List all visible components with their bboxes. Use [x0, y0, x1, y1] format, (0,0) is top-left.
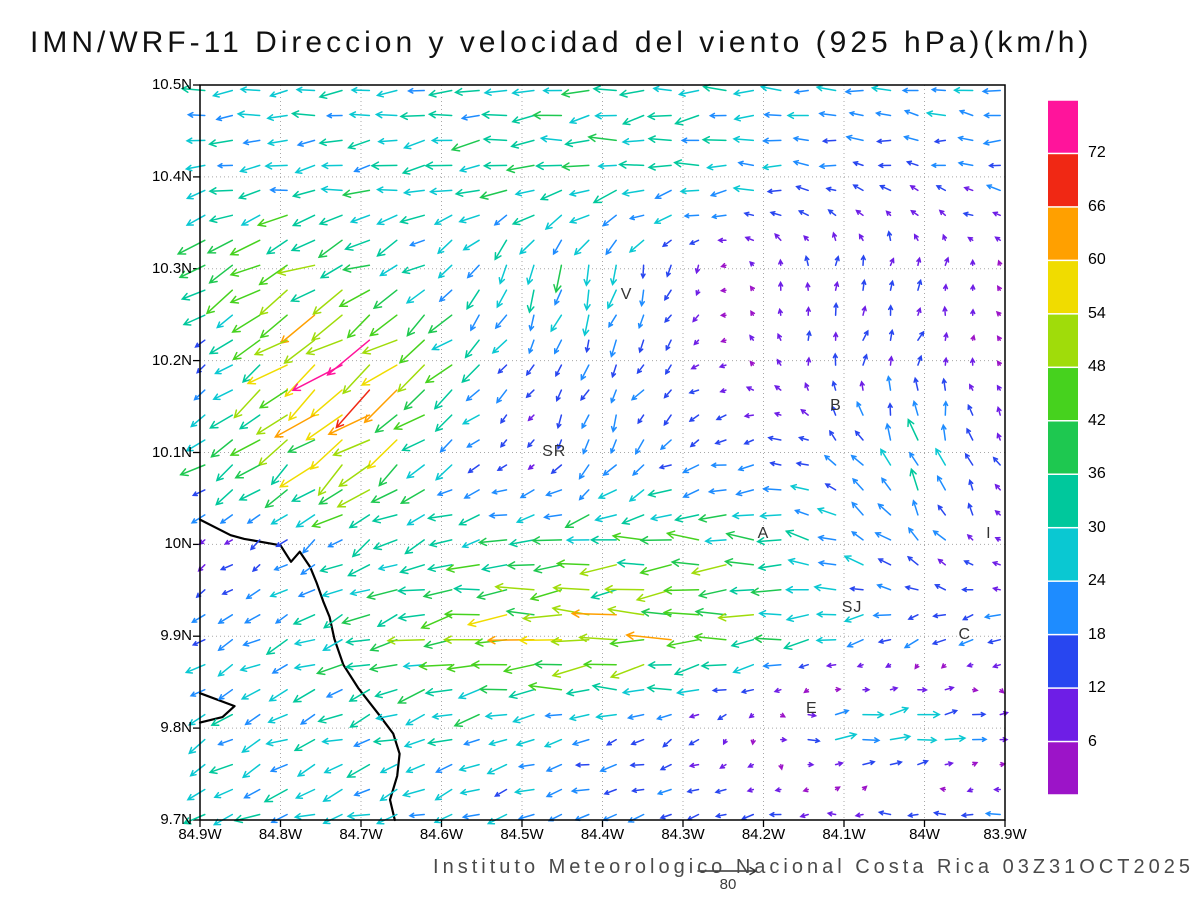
colorbar [1048, 100, 1078, 795]
colorbar-segment [1048, 100, 1078, 153]
chart-title: IMN/WRF-11 Direccion y velocidad del vie… [30, 26, 1093, 59]
gridlines [200, 85, 1005, 820]
colorbar-segment [1048, 474, 1078, 527]
colorbar-segment [1048, 207, 1078, 260]
plot-frame [199, 84, 1006, 821]
colorbar-segment [1048, 368, 1078, 421]
colorbar-segment [1048, 261, 1078, 314]
axis-ticks [193, 84, 1006, 827]
colorbar-segment [1048, 635, 1078, 688]
colorbar-segment [1048, 314, 1078, 367]
colorbar-segment [1048, 688, 1078, 741]
colorbar-segment [1048, 528, 1078, 581]
coastline [198, 518, 401, 822]
colorbar-segment [1048, 581, 1078, 634]
colorbar-segment [1048, 742, 1078, 795]
colorbar-segment [1048, 421, 1078, 474]
reference-vector-label: 80 [719, 876, 737, 893]
colorbar-segment [1048, 154, 1078, 207]
reference-vector-arrow [697, 866, 758, 876]
footer-caption: Instituto Meteorologico Nacional Costa R… [433, 856, 1194, 878]
wind-vectors-layer [176, 83, 1010, 826]
